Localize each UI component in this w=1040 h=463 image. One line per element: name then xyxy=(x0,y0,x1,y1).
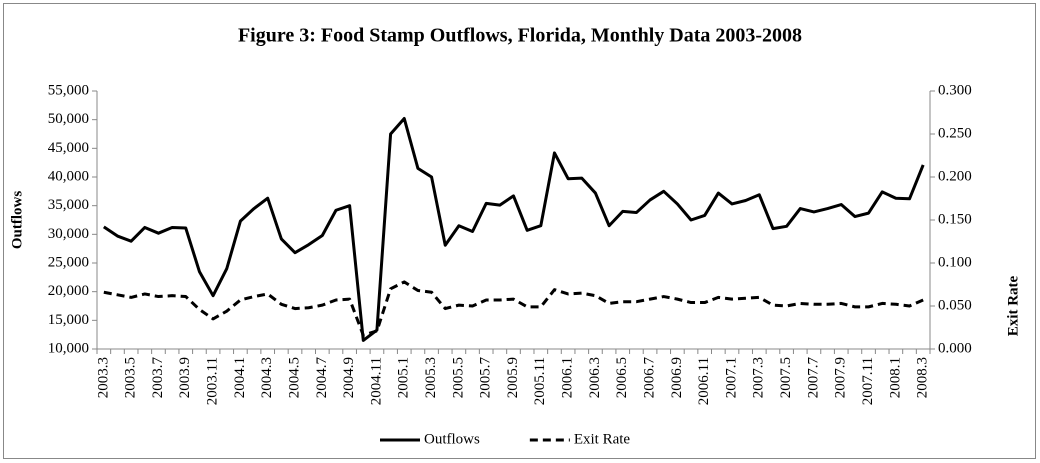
x-tick-label: 2005.1 xyxy=(396,357,412,398)
x-tick-label: 2004.7 xyxy=(314,357,330,399)
y-tick-label: 10,000 xyxy=(48,340,89,356)
y2-tick-label: 0.200 xyxy=(938,168,972,184)
x-tick-label: 2007.1 xyxy=(723,357,739,398)
legend-label: Exit Rate xyxy=(574,431,631,447)
y-tick-label: 15,000 xyxy=(48,312,89,328)
x-tick-label: 2006.7 xyxy=(641,357,657,399)
y2-tick-label: 0.100 xyxy=(938,254,972,270)
x-tick-label: 2006.5 xyxy=(614,357,630,398)
y2-tick-label: 0.050 xyxy=(938,297,972,313)
legend-label: Outflows xyxy=(424,431,480,447)
chart-title: Figure 3: Food Stamp Outflows, Florida, … xyxy=(238,25,802,47)
chart-border xyxy=(3,3,1036,459)
x-tick-label: 2008.3 xyxy=(915,357,931,398)
y-axis-label: Outflows xyxy=(9,191,25,250)
series-line xyxy=(103,280,924,337)
x-tick-label: 2007.3 xyxy=(751,357,767,398)
y2-axis-label: Exit Rate xyxy=(1005,275,1021,336)
x-tick-label: 2004.11 xyxy=(368,357,384,405)
y-tick-label: 20,000 xyxy=(48,283,89,299)
x-tick-label: 2005.11 xyxy=(532,357,548,405)
y-tick-label: 40,000 xyxy=(48,168,89,184)
x-tick-label: 2003.3 xyxy=(95,357,111,398)
x-tick-label: 2004.1 xyxy=(232,357,248,398)
x-tick-label: 2007.9 xyxy=(833,357,849,398)
y2-tick-label: 0.000 xyxy=(938,340,972,356)
x-tick-label: 2008.1 xyxy=(887,357,903,398)
x-tick-label: 2003.7 xyxy=(150,357,166,399)
y-tick-label: 50,000 xyxy=(48,111,89,127)
x-tick-label: 2005.5 xyxy=(450,357,466,398)
x-tick-label: 2004.3 xyxy=(259,357,275,398)
y-tick-label: 45,000 xyxy=(48,140,89,156)
x-tick-label: 2006.3 xyxy=(587,357,603,398)
x-tick-label: 2003.11 xyxy=(205,357,221,405)
x-tick-label: 2007.11 xyxy=(860,357,876,405)
x-tick-label: 2006.1 xyxy=(560,357,576,398)
series-line xyxy=(102,117,925,342)
y2-tick-label: 0.250 xyxy=(938,125,972,141)
x-tick-label: 2005.9 xyxy=(505,357,521,398)
y-tick-label: 35,000 xyxy=(48,197,89,213)
x-tick-label: 2004.5 xyxy=(286,357,302,398)
y-tick-label: 55,000 xyxy=(48,82,89,98)
y-tick-label: 30,000 xyxy=(48,226,89,242)
x-tick-label: 2003.9 xyxy=(177,357,193,398)
y-tick-label: 25,000 xyxy=(48,254,89,270)
x-tick-label: 2007.5 xyxy=(778,357,794,398)
y2-tick-label: 0.150 xyxy=(938,211,972,227)
x-tick-label: 2003.5 xyxy=(123,357,139,398)
x-tick-label: 2006.11 xyxy=(696,357,712,405)
x-tick-label: 2004.9 xyxy=(341,357,357,398)
y2-tick-label: 0.300 xyxy=(938,82,972,98)
x-tick-label: 2007.7 xyxy=(805,357,821,399)
x-tick-label: 2005.3 xyxy=(423,357,439,398)
x-tick-label: 2005.7 xyxy=(478,357,494,399)
x-tick-label: 2006.9 xyxy=(669,357,685,398)
